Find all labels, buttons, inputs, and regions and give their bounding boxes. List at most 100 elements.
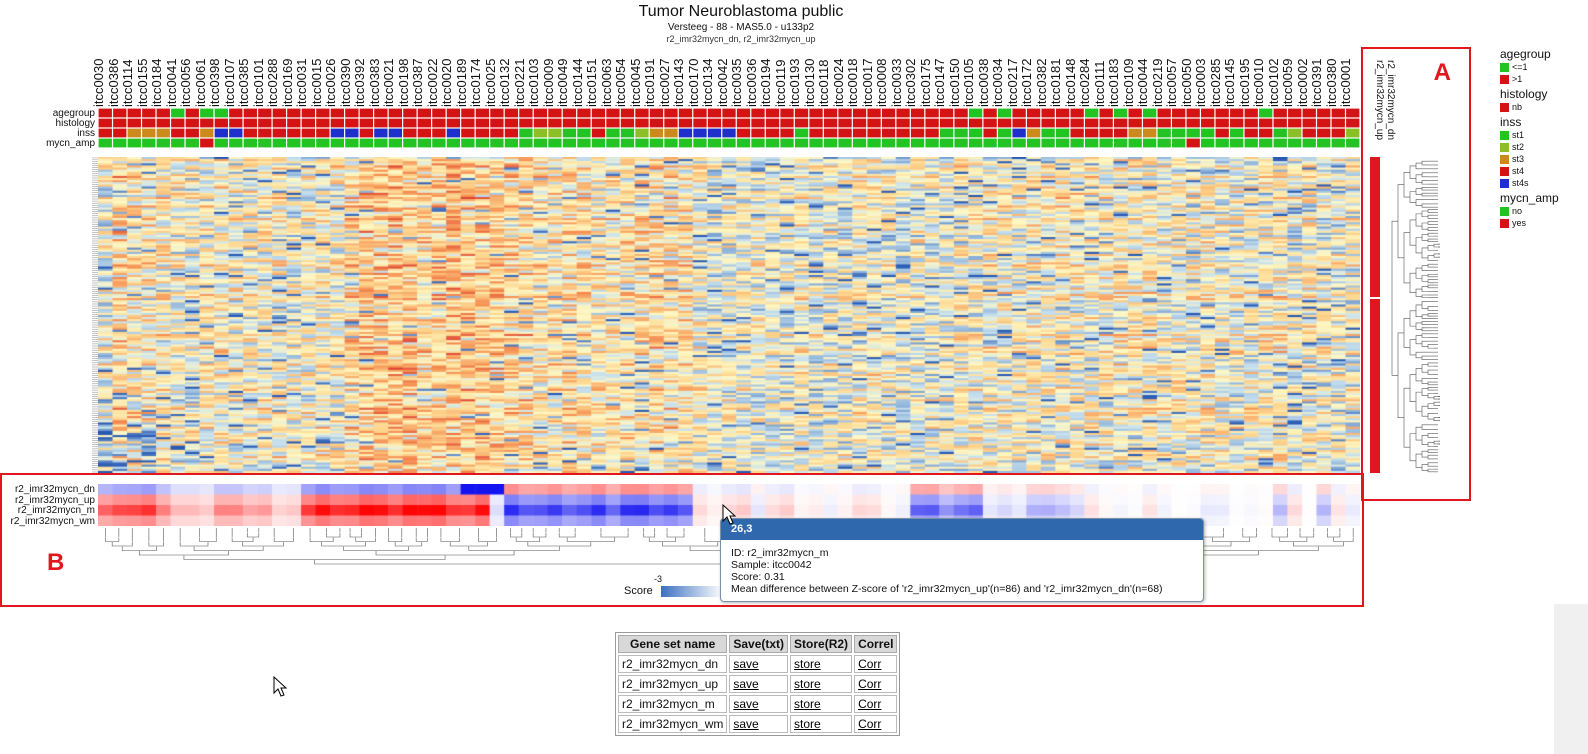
annotation-cell[interactable] <box>1346 128 1360 138</box>
annotation-cell[interactable] <box>1026 138 1041 148</box>
annotation-cell[interactable] <box>113 118 127 128</box>
annotation-cell[interactable] <box>1259 138 1273 148</box>
annotation-cell[interactable] <box>910 128 925 138</box>
annotation-cell[interactable] <box>1143 108 1157 118</box>
annotation-cell[interactable] <box>722 138 736 148</box>
annotation-cell[interactable] <box>345 108 359 118</box>
annotation-cell[interactable] <box>359 128 374 138</box>
annotation-cell[interactable] <box>925 118 939 128</box>
annotation-cell[interactable] <box>432 108 446 118</box>
annotation-cell[interactable] <box>432 138 446 148</box>
annotation-cell[interactable] <box>229 118 243 128</box>
annotation-cell[interactable] <box>548 118 562 128</box>
annotation-cell[interactable] <box>591 138 606 148</box>
annotation-cell[interactable] <box>881 108 896 118</box>
annotation-cell[interactable] <box>1215 128 1229 138</box>
annotation-cell[interactable] <box>490 108 504 118</box>
annotation-cell[interactable] <box>1230 138 1244 148</box>
annotation-cell[interactable] <box>156 128 170 138</box>
annotation-cell[interactable] <box>1012 108 1026 118</box>
annotation-cell[interactable] <box>504 108 519 118</box>
annotation-cell[interactable] <box>417 128 432 138</box>
annotation-cell[interactable] <box>954 138 968 148</box>
annotation-cell[interactable] <box>113 138 127 148</box>
annotation-cell[interactable] <box>446 138 461 148</box>
annotation-cell[interactable] <box>751 128 765 138</box>
annotation-cell[interactable] <box>359 108 374 118</box>
annotation-cell[interactable] <box>1331 138 1345 148</box>
annotation-cell[interactable] <box>330 128 344 138</box>
annotation-cell[interactable] <box>881 118 896 128</box>
annotation-cell[interactable] <box>446 118 461 128</box>
annotation-cell[interactable] <box>98 128 112 138</box>
annotation-cell[interactable] <box>736 138 751 148</box>
annotation-cell[interactable] <box>345 138 359 148</box>
annotation-cell[interactable] <box>272 138 286 148</box>
annotation-cell[interactable] <box>983 108 997 118</box>
corr-link[interactable]: Corr <box>858 677 882 691</box>
annotation-cell[interactable] <box>1331 118 1345 128</box>
annotation-cell[interactable] <box>1244 118 1258 128</box>
annotation-cell[interactable] <box>533 108 548 118</box>
annotation-cell[interactable] <box>1157 108 1171 118</box>
annotation-cell[interactable] <box>794 118 809 128</box>
annotation-cell[interactable] <box>707 138 722 148</box>
annotation-cell[interactable] <box>185 138 199 148</box>
annotation-cell[interactable] <box>214 108 228 118</box>
annotation-cell[interactable] <box>98 108 112 118</box>
annotation-cell[interactable] <box>258 128 272 138</box>
annotation-cell[interactable] <box>852 138 867 148</box>
annotation-cell[interactable] <box>939 138 954 148</box>
annotation-cell[interactable] <box>1288 108 1302 118</box>
annotation-cell[interactable] <box>490 128 504 138</box>
annotation-cell[interactable] <box>896 138 910 148</box>
annotation-cell[interactable] <box>301 118 315 128</box>
annotation-cell[interactable] <box>1273 108 1287 118</box>
annotation-cell[interactable] <box>780 128 794 138</box>
annotation-cell[interactable] <box>1302 128 1316 138</box>
annotation-cell[interactable] <box>185 108 199 118</box>
annotation-cell[interactable] <box>519 108 533 118</box>
annotation-cell[interactable] <box>1215 118 1229 128</box>
annotation-cell[interactable] <box>345 118 359 128</box>
annotation-cell[interactable] <box>243 108 257 118</box>
annotation-cell[interactable] <box>1331 108 1345 118</box>
annotation-cell[interactable] <box>374 138 388 148</box>
page-scrollbar[interactable] <box>1554 604 1588 754</box>
annotation-cell[interactable] <box>780 118 794 128</box>
annotation-cell[interactable] <box>649 118 664 128</box>
annotation-cell[interactable] <box>693 138 707 148</box>
save-link[interactable]: save <box>733 677 759 691</box>
annotation-cell[interactable] <box>142 118 156 128</box>
annotation-cell[interactable] <box>910 108 925 118</box>
annotation-cell[interactable] <box>722 128 736 138</box>
annotation-cell[interactable] <box>954 108 968 118</box>
annotation-cell[interactable] <box>214 138 228 148</box>
annotation-cell[interactable] <box>113 108 127 118</box>
annotation-cell[interactable] <box>229 138 243 148</box>
annotation-cell[interactable] <box>171 138 185 148</box>
annotation-cell[interactable] <box>635 108 649 118</box>
annotation-cell[interactable] <box>562 108 577 118</box>
annotation-cell[interactable] <box>1128 128 1142 138</box>
annotation-cell[interactable] <box>852 128 867 138</box>
annotation-cell[interactable] <box>620 118 635 128</box>
annotation-cell[interactable] <box>1055 118 1070 128</box>
annotation-cell[interactable] <box>1084 128 1099 138</box>
annotation-cell[interactable] <box>606 108 620 118</box>
annotation-cell[interactable] <box>722 108 736 118</box>
annotation-cell[interactable] <box>1099 138 1113 148</box>
annotation-cell[interactable] <box>1201 128 1215 138</box>
annotation-cell[interactable] <box>330 138 344 148</box>
annotation-cell[interactable] <box>562 128 577 138</box>
annotation-cell[interactable] <box>316 138 330 148</box>
annotation-cell[interactable] <box>736 128 751 138</box>
annotation-cell[interactable] <box>1244 108 1258 118</box>
annotation-cell[interactable] <box>794 138 809 148</box>
annotation-cell[interactable] <box>1172 128 1186 138</box>
annotation-cell[interactable] <box>374 108 388 118</box>
annotation-cell[interactable] <box>1128 138 1142 148</box>
annotation-cell[interactable] <box>562 118 577 128</box>
annotation-cell[interactable] <box>722 118 736 128</box>
annotation-cell[interactable] <box>432 118 446 128</box>
